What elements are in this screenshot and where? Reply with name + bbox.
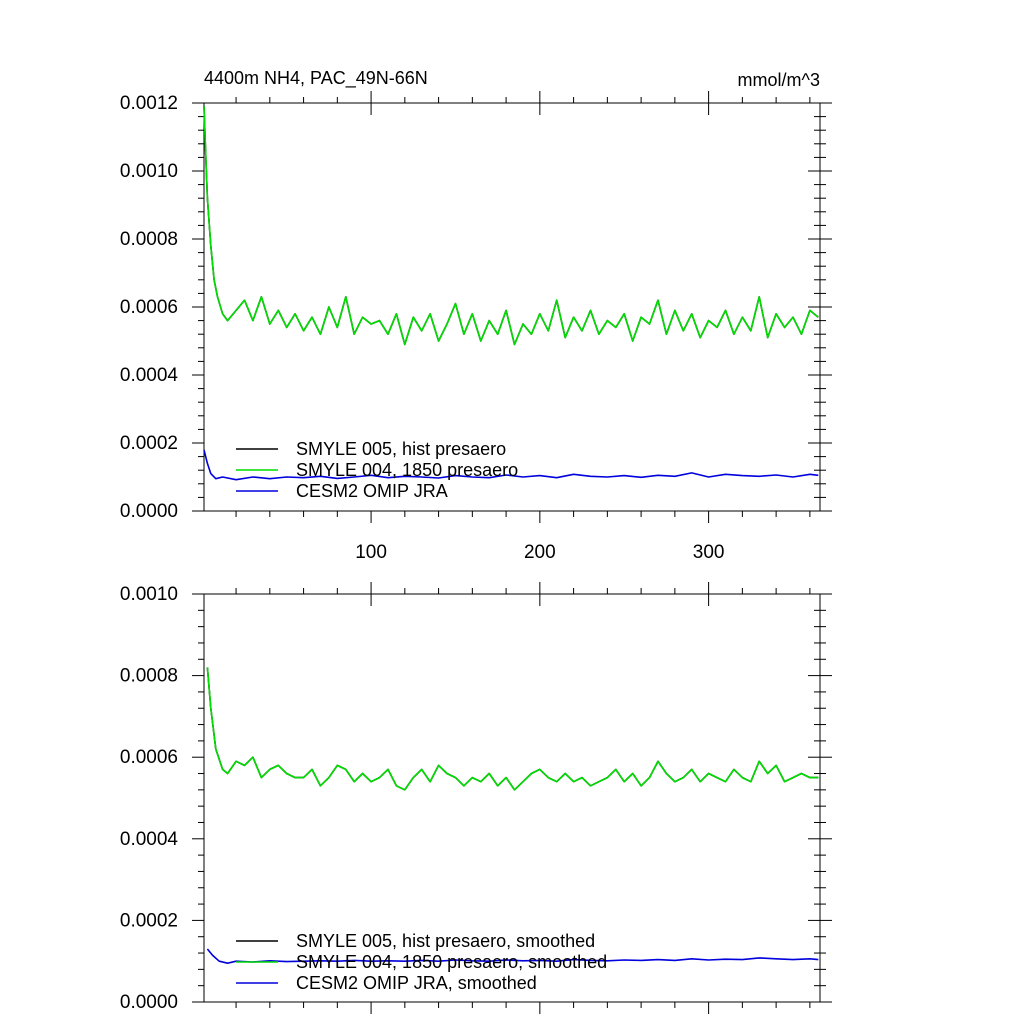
chart-title: 4400m NH4, PAC_49N-66N: [204, 68, 428, 89]
y-tick-label: 0.0010: [120, 584, 178, 605]
y-axis: 0.0000 0.0002 0.0004 0.0006 0.0008 0.0010 0.00…: [120, 93, 832, 522]
x-axis: [235, 582, 811, 1014]
legend-label: SMYLE 004, 1850 presaero: [296, 460, 518, 480]
y-tick-label: 0.0002: [120, 433, 178, 454]
units-label: mmol/m^3: [738, 70, 820, 90]
series-line-2: [206, 667, 819, 791]
x-tick-label: 300: [693, 542, 725, 563]
series-line-1: [206, 667, 819, 791]
y-tick-label: 0.0002: [120, 910, 178, 931]
legend: SMYLE 005, hist presaero, smoothedSMYLE …: [236, 931, 607, 993]
legend-label: SMYLE 004, 1850 presaero, smoothed: [296, 952, 607, 972]
series-line-2: [203, 106, 819, 346]
y-tick-label: 0.0008: [120, 229, 178, 250]
legend-label: CESM2 OMIP JRA, smoothed: [296, 973, 537, 993]
y-tick-label: 0.0004: [120, 365, 179, 386]
legend-label: CESM2 OMIP JRA: [296, 481, 448, 501]
series-line-3: [206, 948, 819, 965]
y-axis: 0.0000 0.0002 0.0004 0.0006 0.0008 0.0010: [120, 584, 832, 1013]
y-tick-label: 0.0012: [120, 93, 178, 114]
y-tick-label: 0.0000: [120, 992, 178, 1013]
series-line-1: [203, 106, 819, 346]
bottom-panel: 0.0000 0.0002 0.0004 0.0006 0.0008 0.0010 SMY…: [120, 582, 832, 1014]
y-tick-label: 0.0004: [120, 829, 179, 850]
series-group: [203, 106, 819, 481]
y-tick-label: 0.0010: [120, 161, 178, 182]
top-panel: 4400m NH4, PAC_49N-66N mmol/m^3 0.00000.…: [120, 68, 832, 563]
legend-label: SMYLE 005, hist presaero: [296, 439, 506, 459]
plot-frame: [203, 593, 821, 1003]
y-tick-label: 0.0006: [120, 297, 178, 318]
x-tick-label: 100: [355, 542, 387, 563]
x-axis: 100 200 300: [235, 91, 811, 563]
legend-label: SMYLE 005, hist presaero, smoothed: [296, 931, 595, 951]
series-group: [206, 667, 819, 965]
y-tick-label: 0.0000: [120, 501, 178, 522]
y-tick-label: 0.0006: [120, 747, 178, 768]
series-line-3: [203, 449, 819, 481]
y-tick-label: 0.0008: [120, 666, 178, 687]
x-tick-label: 200: [524, 542, 556, 563]
